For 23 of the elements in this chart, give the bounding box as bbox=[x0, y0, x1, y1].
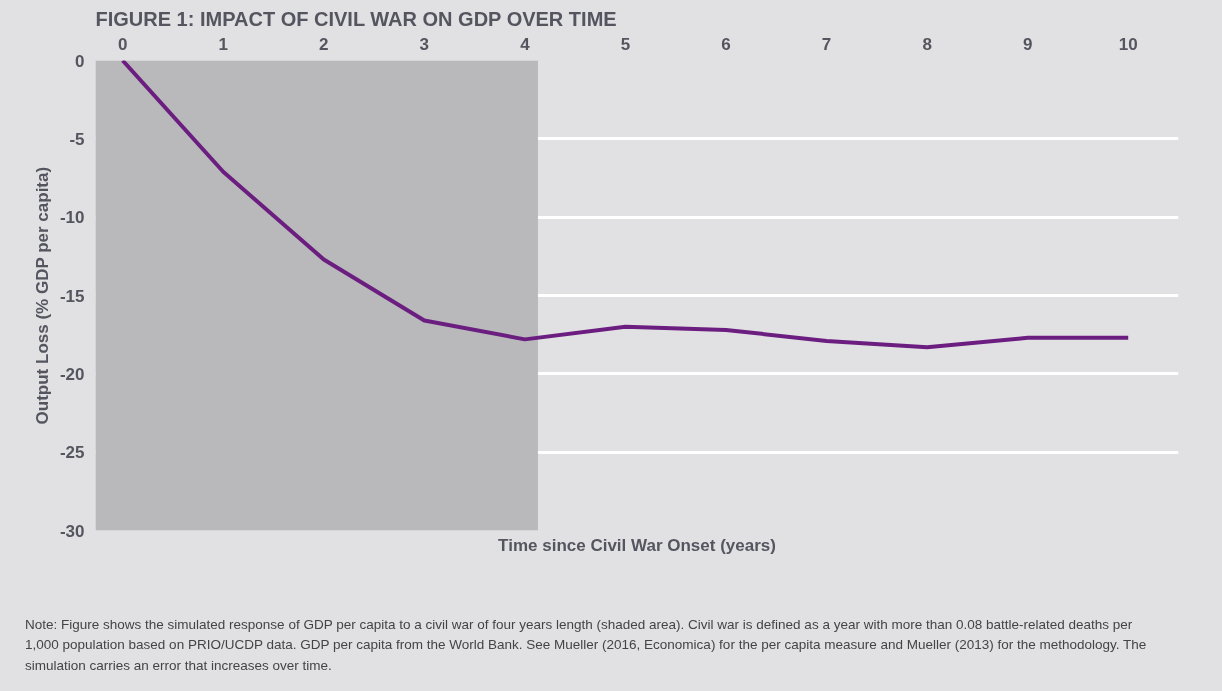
y-tick-label: -20 bbox=[59, 364, 85, 384]
x-tick-label: 3 bbox=[419, 34, 430, 54]
y-tick-label: -10 bbox=[59, 208, 85, 228]
x-tick-label: 4 bbox=[520, 34, 531, 54]
x-tick-label: 0 bbox=[117, 34, 128, 54]
text: Note: Figure shows the simulated response of GDP per capita to a civil war of four years length (shaded area). Civil war is defined as a year with more than 0.08 battle-related deaths per 1,000 population based on PRIO/UCDP data. GDP per capita from the World Bank. See Mueller (2016, Economica) for the per capita measure and Mueller (2013) for the methodology. The simulation carries an error that increases over time. bbox=[25, 616, 1148, 675]
x-tick-label: 9 bbox=[1022, 34, 1033, 54]
line-series bbox=[120, 60, 1131, 350]
chart-title: FIGURE 1: IMPACT OF CIVIL WAR ON GDP OVER TIME bbox=[95, 7, 617, 30]
x-tick-label: 10 bbox=[1118, 34, 1138, 54]
y-tick-label: -25 bbox=[59, 443, 85, 463]
x-tick-label: 1 bbox=[218, 34, 228, 54]
y-tick-label: -15 bbox=[59, 286, 85, 306]
y-tick-label: 0 bbox=[75, 51, 85, 71]
x-tick-label: 6 bbox=[721, 34, 731, 54]
x-tick-label: 2 bbox=[319, 34, 329, 54]
y-axis-title: Output Loss (% GDP per capita) bbox=[32, 166, 52, 425]
x-tick-label: 8 bbox=[922, 34, 932, 54]
x-axis-title: Time since Civil War Onset (years) bbox=[498, 535, 776, 555]
x-tick-label: 7 bbox=[821, 34, 832, 54]
y-tick-label: -5 bbox=[69, 129, 85, 149]
x-tick-label: 5 bbox=[620, 34, 631, 54]
y-tick-label: -30 bbox=[59, 521, 85, 541]
